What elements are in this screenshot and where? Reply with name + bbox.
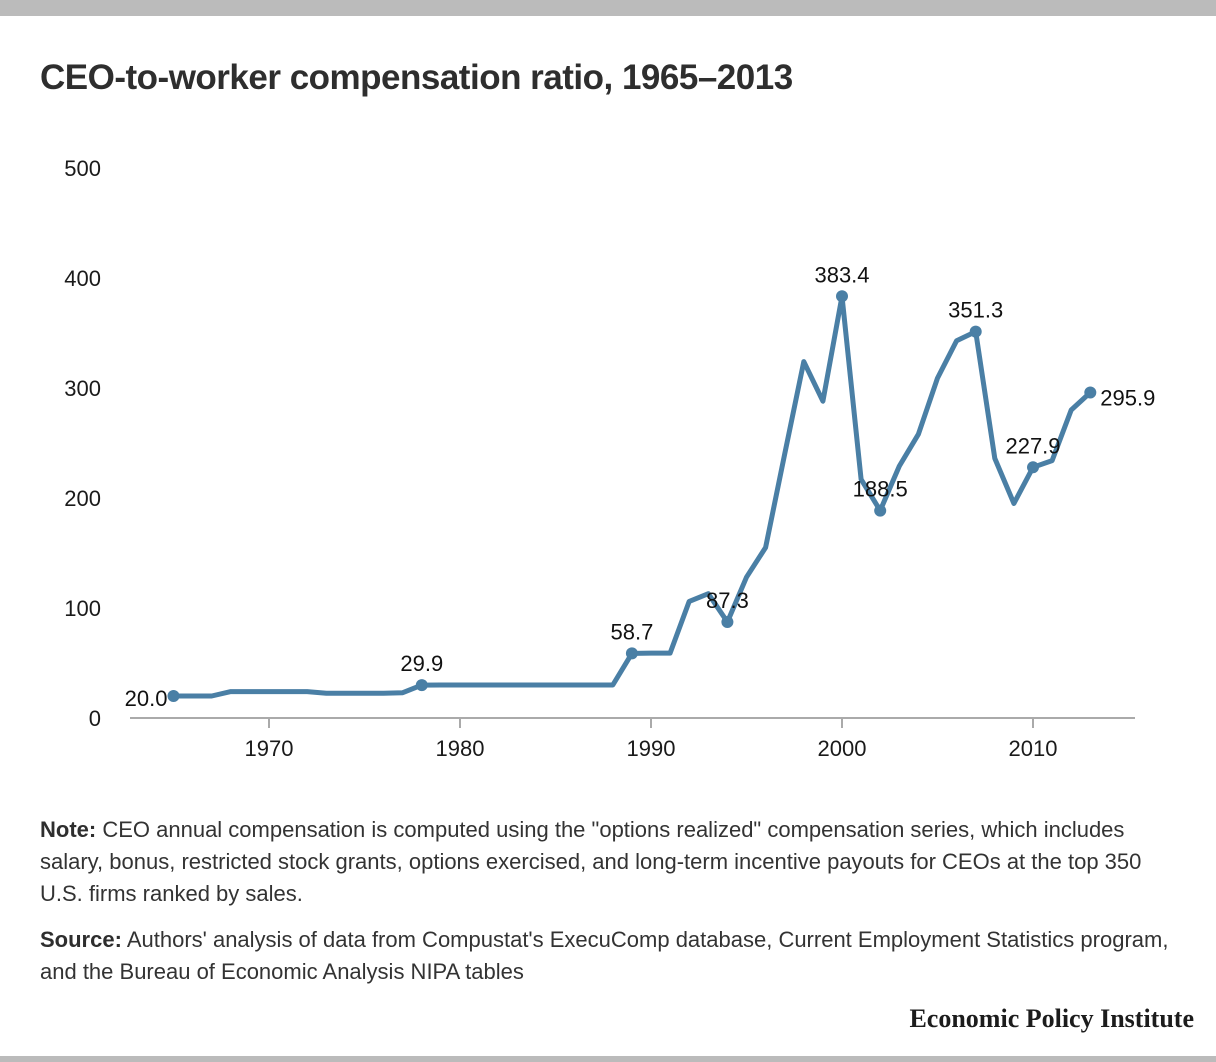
x-tick-label: 1970 bbox=[245, 736, 294, 761]
data-label: 188.5 bbox=[853, 477, 908, 502]
source: Source: Authors' analysis of data from C… bbox=[40, 924, 1180, 988]
x-tick-label: 1990 bbox=[627, 736, 676, 761]
data-point-marker bbox=[836, 290, 848, 303]
source-text: Authors' analysis of data from Compustat… bbox=[40, 927, 1169, 984]
data-label: 351.3 bbox=[948, 298, 1003, 323]
y-tick-label: 400 bbox=[64, 266, 101, 291]
note-label: Note: bbox=[40, 817, 97, 842]
data-point-marker bbox=[415, 679, 428, 692]
data-point-marker bbox=[874, 504, 887, 517]
notes: Note: CEO annual compensation is compute… bbox=[40, 814, 1180, 1002]
data-point-marker bbox=[1027, 461, 1039, 474]
line-chart: 0 100 200 300 400 500 1970 1980 1990 2000 2010 20… bbox=[64, 156, 1156, 761]
y-tick-label: 500 bbox=[64, 156, 101, 181]
data-labels: 20.0 29.9 58.7 87.3 383.4 188.5 351.3 227.9 295.… bbox=[125, 262, 1156, 711]
brand-logo: Economic Policy Institute bbox=[909, 1004, 1194, 1033]
note: Note: CEO annual compensation is compute… bbox=[40, 814, 1180, 910]
y-tick-label: 300 bbox=[64, 376, 101, 401]
data-point-marker bbox=[167, 690, 180, 702]
data-point-marker bbox=[721, 615, 734, 628]
data-point-marker bbox=[1084, 386, 1097, 399]
x-tick-label: 2000 bbox=[818, 736, 867, 761]
y-axis: 0 100 200 300 400 500 bbox=[64, 156, 101, 731]
data-label: 295.9 bbox=[1100, 386, 1155, 411]
x-tick-label: 1980 bbox=[436, 736, 485, 761]
data-point-marker bbox=[969, 325, 982, 338]
data-label: 383.4 bbox=[814, 262, 869, 287]
x-axis: 1970 1980 1990 2000 2010 bbox=[130, 717, 1135, 761]
x-tick-label: 2010 bbox=[1009, 736, 1058, 761]
data-label: 20.0 bbox=[125, 686, 168, 711]
data-label: 227.9 bbox=[1005, 433, 1060, 458]
series-group bbox=[167, 290, 1097, 702]
data-label: 58.7 bbox=[610, 619, 653, 644]
data-label: 87.3 bbox=[706, 588, 749, 613]
bottom-border bbox=[0, 1056, 1216, 1062]
data-label: 29.9 bbox=[400, 651, 443, 676]
chart-title: CEO-to-worker compensation ratio, 1965–2… bbox=[40, 58, 793, 97]
y-tick-label: 200 bbox=[64, 486, 101, 511]
data-point-marker bbox=[625, 647, 638, 660]
source-label: Source: bbox=[40, 927, 122, 952]
y-tick-label: 0 bbox=[89, 706, 101, 731]
top-border bbox=[0, 0, 1216, 16]
note-text: CEO annual compensation is computed usin… bbox=[40, 817, 1142, 906]
y-tick-label: 100 bbox=[64, 596, 101, 621]
